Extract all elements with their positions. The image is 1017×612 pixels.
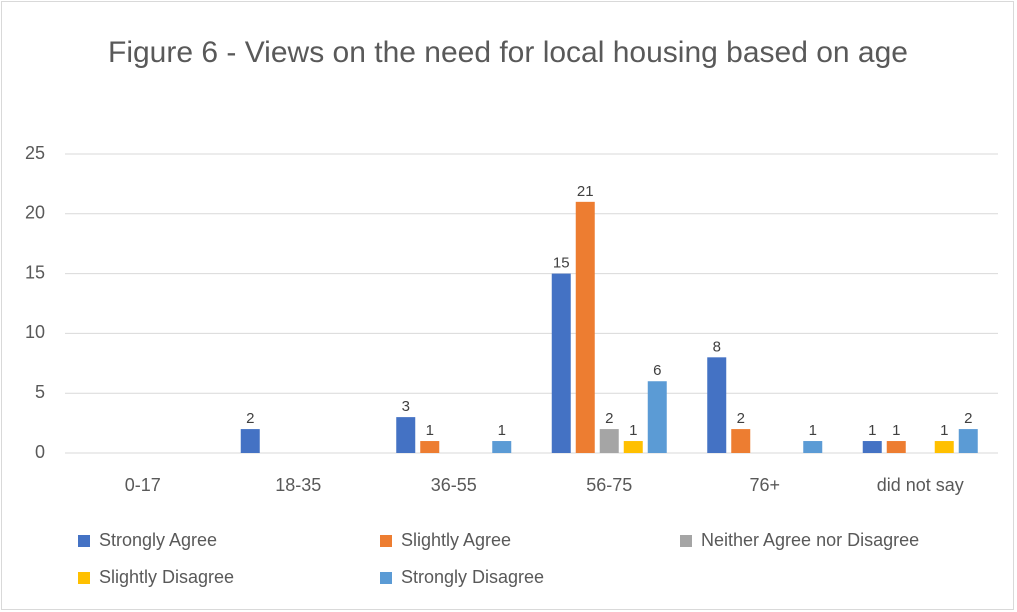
data-label: 1 xyxy=(426,422,434,439)
data-label: 8 xyxy=(713,338,721,355)
x-tick-label: 56-75 xyxy=(586,475,632,495)
legend-swatch xyxy=(78,572,90,584)
data-label: 21 xyxy=(577,183,594,200)
legend-label: Strongly Agree xyxy=(99,530,217,550)
data-label: 2 xyxy=(246,410,254,427)
legend-swatch xyxy=(680,535,692,547)
data-label: 3 xyxy=(402,398,410,415)
bar xyxy=(647,381,667,453)
bar xyxy=(934,441,954,453)
bar xyxy=(886,441,906,453)
legend-swatch xyxy=(78,535,90,547)
x-tick-label: 18-35 xyxy=(275,475,321,495)
bar xyxy=(492,441,512,453)
data-label: 1 xyxy=(940,422,948,439)
bar xyxy=(862,441,882,453)
bar xyxy=(396,417,416,453)
x-tick-label: 76+ xyxy=(749,475,780,495)
data-label: 1 xyxy=(892,422,900,439)
data-label: 2 xyxy=(605,410,613,427)
data-label: 2 xyxy=(964,410,972,427)
y-tick-label: 5 xyxy=(35,382,45,402)
legend-label: Strongly Disagree xyxy=(401,567,544,587)
legend-swatch xyxy=(380,535,392,547)
legend-label: Neither Agree nor Disagree xyxy=(701,530,919,550)
bar xyxy=(803,441,823,453)
legend-label: Slightly Disagree xyxy=(99,567,234,587)
data-label: 1 xyxy=(498,422,506,439)
chart-title: Figure 6 - Views on the need for local h… xyxy=(108,36,908,69)
bar xyxy=(420,441,440,453)
y-tick-label: 25 xyxy=(25,143,45,163)
data-label: 6 xyxy=(653,362,661,379)
bar xyxy=(623,441,643,453)
y-tick-label: 10 xyxy=(25,322,45,342)
data-label: 1 xyxy=(868,422,876,439)
bar xyxy=(707,357,727,453)
x-tick-label: 0-17 xyxy=(125,475,161,495)
bar xyxy=(240,429,260,453)
x-tick-label: did not say xyxy=(877,475,964,495)
data-label: 15 xyxy=(553,255,570,272)
bar xyxy=(599,429,619,453)
x-tick-label: 36-55 xyxy=(431,475,477,495)
data-label: 1 xyxy=(629,422,637,439)
y-tick-label: 0 xyxy=(35,442,45,462)
bar xyxy=(551,273,571,453)
y-tick-label: 20 xyxy=(25,203,45,223)
bar xyxy=(731,429,751,453)
bar xyxy=(958,429,978,453)
y-tick-label: 15 xyxy=(25,262,45,282)
data-label: 1 xyxy=(809,422,817,439)
legend-label: Slightly Agree xyxy=(401,530,511,550)
bar xyxy=(575,201,595,453)
data-label: 2 xyxy=(737,410,745,427)
legend-swatch xyxy=(380,572,392,584)
